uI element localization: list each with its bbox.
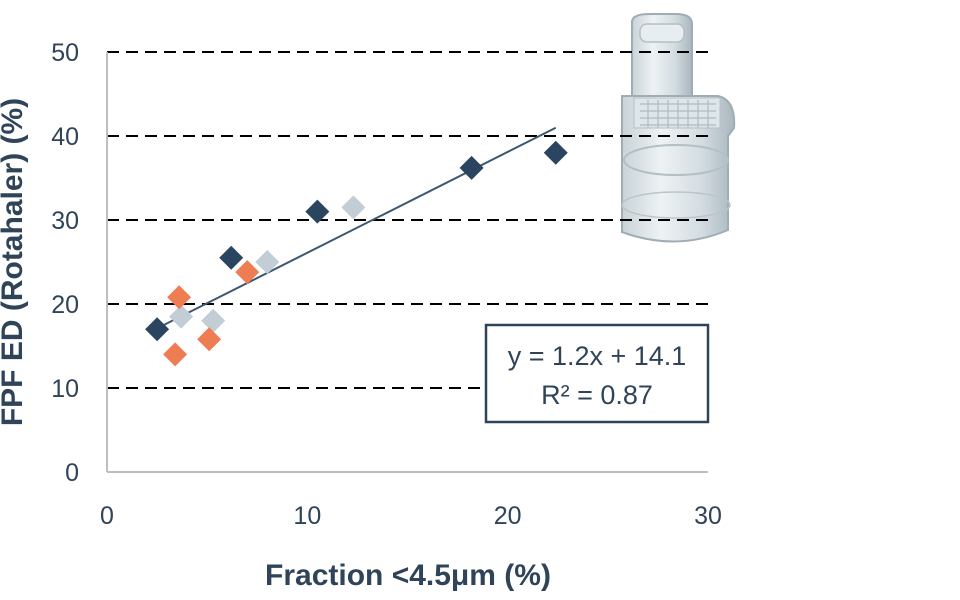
- data-point: [305, 199, 330, 224]
- y-tick-label: 50: [51, 39, 79, 67]
- equation-text: y = 1.2x + 14.1: [508, 341, 687, 371]
- x-tick-label: 20: [494, 502, 522, 530]
- y-tick-label: 10: [51, 375, 79, 403]
- inhaler-device-image: [621, 13, 736, 243]
- trendline: [156, 126, 557, 330]
- data-point: [167, 285, 192, 310]
- equation-box: y = 1.2x + 14.1 R² = 0.87: [484, 323, 710, 424]
- data-point: [459, 155, 484, 180]
- y-tick-label: 30: [51, 207, 79, 235]
- data-point: [235, 260, 260, 285]
- data-point: [255, 250, 280, 274]
- data-points: [145, 140, 568, 367]
- y-axis-title: FPF ED (Rotahaler) (%): [0, 98, 29, 426]
- y-tick-labels: 0 10 20 30 40 50: [51, 39, 79, 487]
- data-point: [145, 317, 170, 342]
- y-tick-label: 0: [65, 459, 79, 487]
- y-tick-label: 40: [51, 123, 79, 151]
- data-point: [201, 308, 226, 333]
- data-point: [169, 304, 194, 329]
- r-squared-text: R² = 0.87: [541, 380, 653, 410]
- x-tick-labels: 0 10 20 30: [100, 502, 722, 530]
- x-tick-label: 10: [293, 502, 321, 530]
- x-axis-title: Fraction <4.5μm (%): [265, 559, 551, 592]
- y-tick-label: 20: [51, 291, 79, 319]
- data-point: [197, 327, 222, 352]
- x-tick-label: 30: [694, 502, 722, 530]
- x-tick-label: 0: [100, 502, 114, 530]
- data-point: [163, 342, 188, 367]
- data-point: [219, 245, 244, 270]
- data-point: [543, 140, 568, 165]
- data-point: [341, 195, 366, 220]
